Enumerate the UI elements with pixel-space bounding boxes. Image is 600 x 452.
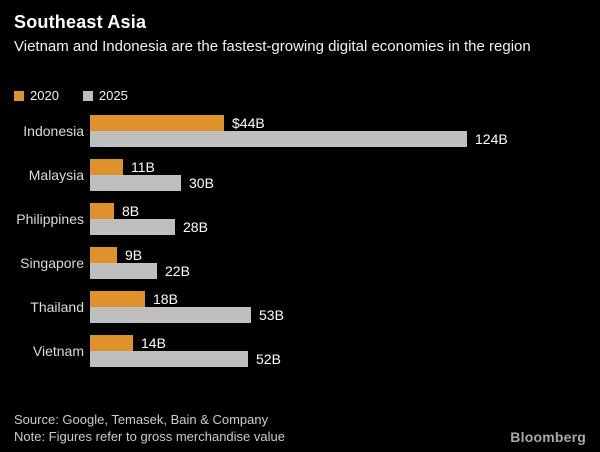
legend-label-2025: 2025 <box>98 88 128 103</box>
value-label-2025: 28B <box>183 219 208 235</box>
source-note: Source: Google, Temasek, Bain & Company <box>14 412 269 427</box>
bar-2020 <box>90 247 117 263</box>
category-label: Thailand <box>30 299 84 315</box>
value-label-2020: 9B <box>125 247 143 263</box>
bar-2020 <box>90 291 145 307</box>
bar-2020 <box>90 203 114 219</box>
bar-group: 11B 30B <box>90 159 594 203</box>
value-label-2020: $44B <box>232 115 265 131</box>
bar-chart: Indonesia $44B 124B Malaysia 11B 30B Philippin… <box>14 115 594 379</box>
chart-row: Malaysia 11B 30B <box>14 159 594 203</box>
bar-line-2025: 22B <box>90 263 594 279</box>
chart-footer: Source: Google, Temasek, Bain & Company … <box>14 411 285 445</box>
bar-line-2020: 14B <box>90 335 594 351</box>
bar-2020 <box>90 115 224 131</box>
bar-2025 <box>90 219 175 235</box>
legend-item-2025: 2025 <box>82 88 128 103</box>
bar-line-2020: 9B <box>90 247 594 263</box>
bar-group: 18B 53B <box>90 291 594 335</box>
bar-line-2025: 124B <box>90 131 594 147</box>
bar-group: 8B 28B <box>90 203 594 247</box>
value-label-2025: 124B <box>475 131 508 147</box>
bar-group: 14B 52B <box>90 335 594 379</box>
bar-2020 <box>90 159 123 175</box>
value-label-2020: 11B <box>131 159 155 175</box>
chart-row: Philippines 8B 28B <box>14 203 594 247</box>
chart-row: Thailand 18B 53B <box>14 291 594 335</box>
chart-row: Vietnam 14B 52B <box>14 335 594 379</box>
chart-title: Southeast Asia <box>14 12 147 32</box>
bar-line-2020: 18B <box>90 291 594 307</box>
bar-line-2025: 28B <box>90 219 594 235</box>
bar-line-2025: 30B <box>90 175 594 191</box>
category-label: Malaysia <box>28 167 84 183</box>
bar-group: 9B 22B <box>90 247 594 291</box>
bar-line-2020: 8B <box>90 203 594 219</box>
chart-header: Southeast Asia Vietnam and Indonesia are… <box>14 12 590 57</box>
value-label-2025: 30B <box>189 175 214 191</box>
value-label-2025: 53B <box>259 307 284 323</box>
category-label: Indonesia <box>23 123 84 139</box>
bar-2025 <box>90 175 181 191</box>
bar-2025 <box>90 307 251 323</box>
value-label-2020: 8B <box>122 203 140 219</box>
value-label-2020: 14B <box>141 335 166 351</box>
chart-subtitle: Vietnam and Indonesia are the fastest-gr… <box>14 38 531 55</box>
value-label-2020: 18B <box>153 291 178 307</box>
chart-row: Singapore 9B 22B <box>14 247 594 291</box>
bar-line-2025: 52B <box>90 351 594 367</box>
value-label-2025: 52B <box>256 351 281 367</box>
bar-2025 <box>90 131 467 147</box>
category-label: Philippines <box>16 211 84 227</box>
value-label-2025: 22B <box>165 263 190 279</box>
legend-swatch-2025-icon <box>82 90 93 101</box>
legend-item-2020: 2020 <box>14 88 59 103</box>
legend-label-2020: 2020 <box>30 88 59 103</box>
bar-2025 <box>90 263 157 279</box>
chart-row: Indonesia $44B 124B <box>14 115 594 159</box>
bar-2020 <box>90 335 133 351</box>
bar-group: $44B 124B <box>90 115 594 159</box>
bloomberg-logo: Bloomberg <box>510 429 586 445</box>
bar-line-2025: 53B <box>90 307 594 323</box>
chart-legend: 2020 2025 <box>14 88 128 103</box>
bar-line-2020: 11B <box>90 159 594 175</box>
methodology-note: Note: Figures refer to gross merchandise… <box>14 429 285 444</box>
legend-swatch-2020-icon <box>14 90 24 101</box>
category-label: Singapore <box>20 255 84 271</box>
bar-2025 <box>90 351 248 367</box>
bar-line-2020: $44B <box>90 115 594 131</box>
category-label: Vietnam <box>32 343 84 359</box>
